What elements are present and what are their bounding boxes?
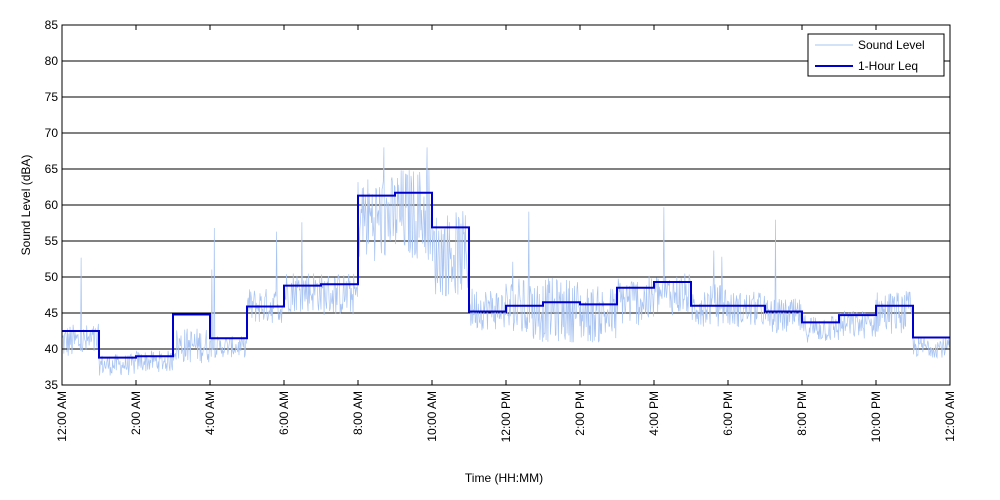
y-tick-label: 70	[45, 126, 59, 140]
x-axis-title: Time (HH:MM)	[465, 471, 543, 485]
x-axis: 12:00 AM 2:00 AM 4:00 AM 6:00 AM 8:00 AM 10:0…	[55, 25, 957, 442]
y-tick-label: 85	[45, 18, 59, 32]
y-tick-label: 35	[45, 378, 59, 392]
x-tick-label: 12:00 PM	[499, 391, 513, 442]
legend-box	[807, 33, 945, 77]
y-axis-title: Sound Level (dBA)	[19, 155, 33, 256]
y-tick-label: 80	[45, 54, 59, 68]
y-tick-label: 40	[45, 342, 59, 356]
legend: Sound Level 1-Hour Leq	[807, 33, 945, 77]
sound-level-line	[61, 147, 951, 376]
y-tick-label: 65	[45, 162, 59, 176]
x-tick-label: 8:00 AM	[351, 391, 365, 435]
y-tick-label: 55	[45, 234, 59, 248]
x-tick-label: 2:00 PM	[573, 391, 587, 436]
x-tick-label: 4:00 PM	[647, 391, 661, 436]
legend-label-sound-level: Sound Level	[858, 38, 925, 52]
leq-step-line	[62, 191, 950, 359]
x-tick-label: 6:00 AM	[277, 391, 291, 435]
leq-series	[62, 191, 950, 359]
x-tick-label: 10:00 PM	[869, 391, 883, 442]
gridlines	[62, 60, 950, 350]
y-tick-label: 75	[45, 90, 59, 104]
sound-level-series	[61, 147, 951, 376]
y-tick-label: 45	[45, 306, 59, 320]
x-tick-label: 12:00 AM	[943, 391, 957, 442]
x-tick-label: 10:00 AM	[425, 391, 439, 442]
y-tick-label: 50	[45, 270, 59, 284]
legend-label-leq: 1-Hour Leq	[858, 59, 918, 73]
y-axis: 35 40 45 50 55 60 65 70 75 80 85	[45, 18, 950, 392]
y-tick-label: 60	[45, 198, 59, 212]
x-tick-label: 8:00 PM	[795, 391, 809, 436]
x-tick-label: 12:00 AM	[55, 391, 69, 442]
x-tick-label: 4:00 AM	[203, 391, 217, 435]
x-tick-label: 2:00 AM	[129, 391, 143, 435]
x-tick-label: 6:00 PM	[721, 391, 735, 436]
